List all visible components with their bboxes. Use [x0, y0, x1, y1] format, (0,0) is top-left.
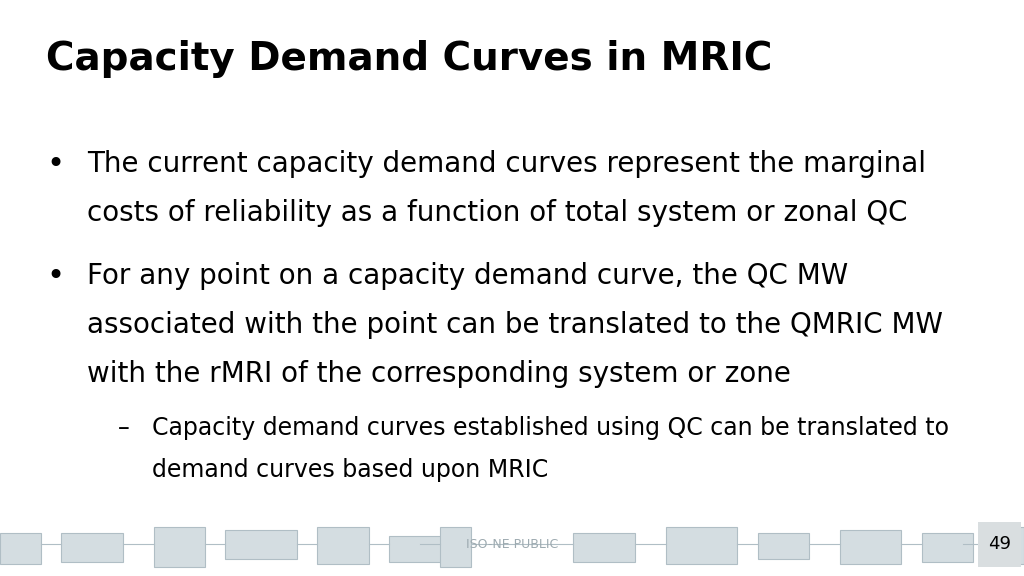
- Text: demand curves based upon MRIC: demand curves based upon MRIC: [152, 458, 548, 482]
- FancyBboxPatch shape: [317, 527, 369, 564]
- Text: •: •: [46, 150, 65, 179]
- Text: with the rMRI of the corresponding system or zone: with the rMRI of the corresponding syste…: [87, 360, 791, 388]
- FancyBboxPatch shape: [758, 533, 809, 559]
- FancyBboxPatch shape: [0, 533, 41, 564]
- Text: costs of reliability as a function of total system or zonal QC: costs of reliability as a function of to…: [87, 199, 907, 227]
- FancyBboxPatch shape: [666, 527, 737, 564]
- Text: Capacity demand curves established using QC can be translated to: Capacity demand curves established using…: [152, 416, 948, 441]
- FancyBboxPatch shape: [983, 527, 1024, 564]
- FancyBboxPatch shape: [922, 533, 973, 562]
- Text: ISO-NE PUBLIC: ISO-NE PUBLIC: [466, 538, 558, 551]
- FancyBboxPatch shape: [389, 536, 445, 562]
- Text: 49: 49: [988, 535, 1011, 554]
- FancyBboxPatch shape: [440, 527, 471, 567]
- Text: –: –: [118, 416, 129, 441]
- FancyBboxPatch shape: [978, 522, 1021, 567]
- FancyBboxPatch shape: [61, 533, 123, 562]
- Text: associated with the point can be translated to the QMRIC MW: associated with the point can be transla…: [87, 311, 943, 339]
- FancyBboxPatch shape: [154, 527, 205, 567]
- Text: •: •: [46, 262, 65, 291]
- FancyBboxPatch shape: [225, 530, 297, 559]
- Text: The current capacity demand curves represent the marginal: The current capacity demand curves repre…: [87, 150, 926, 178]
- Text: Capacity Demand Curves in MRIC: Capacity Demand Curves in MRIC: [46, 40, 772, 78]
- FancyBboxPatch shape: [840, 530, 901, 564]
- FancyBboxPatch shape: [573, 533, 635, 562]
- Text: For any point on a capacity demand curve, the QC MW: For any point on a capacity demand curve…: [87, 262, 848, 290]
